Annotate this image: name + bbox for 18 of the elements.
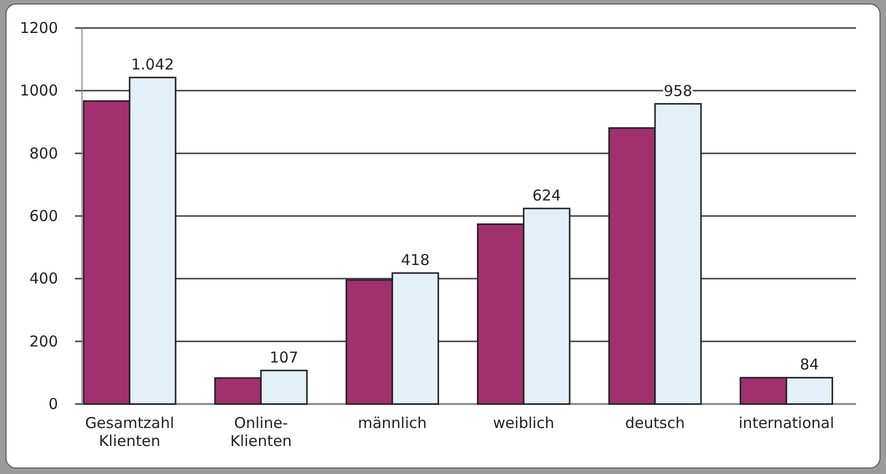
x-tick-label: deutsch [625, 414, 685, 432]
x-tick-label: international [738, 414, 834, 432]
y-tick-label: 400 [29, 270, 58, 288]
x-tick-label: Online-Klienten [230, 414, 292, 450]
x-tick-label: Gesamtzahl Klienten [85, 414, 174, 450]
x-tick-label: männlich [358, 414, 427, 432]
y-tick-label: 1200 [20, 19, 58, 37]
data-label: 624 [532, 186, 561, 204]
y-tick-label: 600 [29, 207, 58, 225]
data-label: 1.042 [131, 56, 174, 74]
y-tick-label: 1000 [20, 82, 58, 100]
data-label: 107 [270, 348, 298, 366]
x-tick-label: weiblich [493, 414, 554, 432]
y-tick-label: 200 [29, 332, 58, 350]
data-label: 84 [800, 356, 819, 374]
data-label: 418 [400, 251, 430, 270]
y-tick-label: 0 [48, 395, 58, 413]
y-tick-label: 800 [29, 144, 58, 162]
